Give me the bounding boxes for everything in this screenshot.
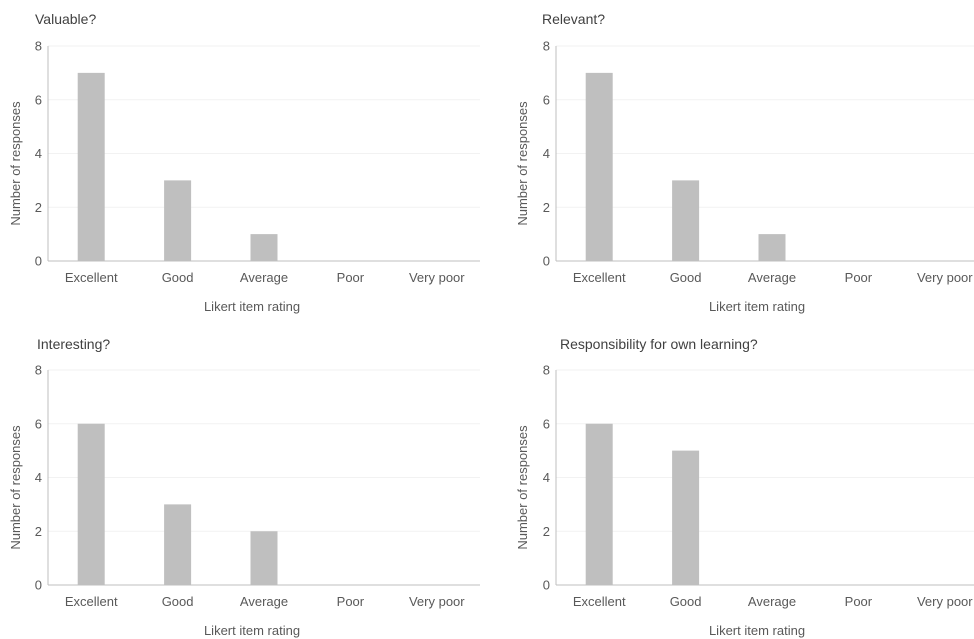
chart-panel-1: Valuable? 0 2 4 6 8 Excellent Good Average Poor Ve… [8,11,480,314]
y-axis-label: Number of responses [8,425,23,550]
x-tick-label: Average [240,270,288,285]
bar-good [672,450,700,585]
y-tick-label: 2 [35,524,42,539]
bar-average [250,531,278,585]
x-axis-label: Likert item rating [709,623,805,638]
y-axis-label: Number of responses [515,101,530,226]
x-tick-label: Good [162,270,194,285]
y-tick-label: 0 [35,578,42,593]
x-tick-label: Average [748,594,796,609]
y-tick-label: 8 [35,39,42,54]
x-tick-label: Excellent [65,270,118,285]
y-tick-label: 2 [543,524,550,539]
chart-panel-3: Interesting? 0 2 4 6 8 Excellent Good Average Poo… [8,336,480,638]
y-tick-label: 4 [35,470,42,485]
bar-excellent [77,423,105,585]
x-tick-label: Poor [845,270,873,285]
x-tick-label: Poor [845,594,873,609]
x-tick-label: Very poor [917,594,973,609]
x-tick-label: Excellent [573,594,626,609]
x-tick-label: Average [240,594,288,609]
bar-average [250,234,278,261]
bar-excellent [77,72,105,261]
x-tick-label: Good [670,594,702,609]
x-tick-label: Good [670,270,702,285]
x-axis-label: Likert item rating [204,623,300,638]
y-tick-label: 0 [543,254,550,269]
bar-good [672,180,700,261]
y-axis-label: Number of responses [515,425,530,550]
x-tick-label: Poor [337,594,365,609]
y-tick-label: 2 [543,200,550,215]
chart-panel-2: Relevant? 0 2 4 6 8 Excellent Good Average Poor Ve… [515,11,974,314]
x-tick-label: Average [748,270,796,285]
x-tick-label: Very poor [409,594,465,609]
y-tick-label: 0 [35,254,42,269]
chart-title: Interesting? [37,336,110,352]
y-tick-label: 6 [35,416,42,431]
x-tick-label: Very poor [409,270,465,285]
y-tick-label: 6 [35,92,42,107]
y-axis-label: Number of responses [8,101,23,226]
y-tick-label: 4 [543,470,550,485]
chart-title: Valuable? [35,11,96,27]
y-tick-label: 4 [543,146,550,161]
x-tick-label: Very poor [917,270,973,285]
x-tick-label: Good [162,594,194,609]
bar-excellent [585,423,613,585]
bar-excellent [585,72,613,261]
chart-title: Responsibility for own learning? [560,336,758,352]
bar-good [164,504,192,585]
y-tick-label: 6 [543,416,550,431]
y-tick-label: 0 [543,578,550,593]
y-tick-label: 8 [35,363,42,378]
y-tick-label: 6 [543,92,550,107]
y-tick-label: 4 [35,146,42,161]
y-tick-label: 2 [35,200,42,215]
x-tick-label: Excellent [573,270,626,285]
x-axis-label: Likert item rating [709,299,805,314]
bar-average [758,234,786,261]
x-tick-label: Excellent [65,594,118,609]
chart-panel-4: Responsibility for own learning? 0 2 4 6 8 Exc… [515,336,974,638]
chart-title: Relevant? [542,11,605,27]
y-tick-label: 8 [543,39,550,54]
y-tick-label: 8 [543,363,550,378]
x-axis-label: Likert item rating [204,299,300,314]
bar-good [164,180,192,261]
x-tick-label: Poor [337,270,365,285]
